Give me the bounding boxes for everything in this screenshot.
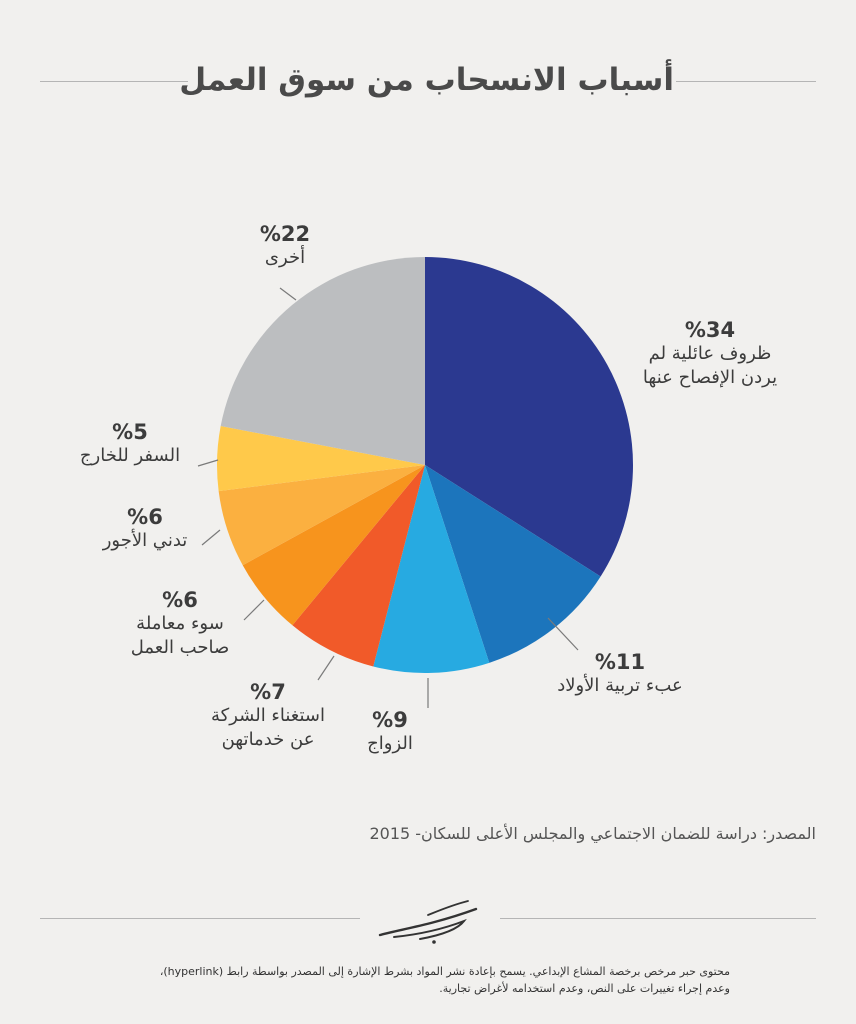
pie-slice [373,465,490,674]
slice-percent-label: %6 [127,505,163,529]
footer-divider-right [500,918,816,919]
title-row: أسباب الانسحاب من سوق العمل [0,56,856,106]
slice-name-label: تدني الأجور [102,530,188,551]
pie-slice [242,465,425,626]
slice-name-label: صاحب العمل [130,637,230,658]
slice-name-label: يردن الإفصاح عنها [642,367,778,388]
slice-label: %6 سوء معاملة صاحب العمل [110,588,250,660]
slice-percent-label: %22 [259,222,311,246]
slice-label: %34 ظروف عائلية لم يردن الإفصاح عنها [600,318,820,390]
slice-label: %22 أخرى [200,222,370,270]
slice-percent-label: %6 [162,588,198,612]
pie-slice [425,465,601,663]
slice-percent-label: %9 [372,708,408,732]
publisher-logo [378,900,478,944]
slice-name-label: استغناء الشركة [211,705,325,726]
pie-slice [220,256,425,465]
title-divider-left [40,81,188,82]
slice-percent-label: %7 [250,680,286,704]
slice-label: %6 تدني الأجور [80,505,210,553]
leader-line [201,529,221,546]
leader-line [243,599,265,621]
source-note: المصدر: دراسة للضمان الاجتماعي والمجلس ا… [369,824,816,843]
slice-percent-label: %11 [594,650,646,674]
license-line: محتوى حبر مرخص برخصة المشاع الإبداعي. يس… [159,965,730,978]
slice-name-label: عبء تربية الأولاد [557,675,683,696]
slice-name-label: أخرى [264,247,306,268]
license-line: وعدم إجراء تغييرات على النص، وعدم استخدا… [439,982,730,995]
slice-percent-label: %5 [112,420,148,444]
slice-label: %5 السفر للخارج [60,420,200,468]
footer-divider-left [40,918,360,919]
slice-label: %7 استغناء الشركة عن خدماتهن [198,680,338,752]
title-divider-right [676,81,816,82]
leader-line [547,617,579,651]
chart-title: أسباب الانسحاب من سوق العمل [179,62,674,98]
slice-name-label: سوء معاملة [136,613,224,634]
leader-line [279,287,297,301]
slice-name-label: السفر للخارج [79,445,181,466]
slice-percent-label: %34 [684,318,736,342]
pie-slice [292,465,425,667]
leader-line [317,655,335,681]
slice-name-label: الزواج [367,733,413,754]
pie-slice [425,257,633,577]
slice-label: %11 عبء تربية الأولاد [520,650,720,698]
slice-name-label: عن خدماتهن [221,729,315,750]
slice-name-label: ظروف عائلية لم [648,343,772,364]
leader-line [197,459,219,467]
pie-slice [218,465,425,566]
slice-label: %9 الزواج [330,708,450,756]
license-note: محتوى حبر مرخص برخصة المشاع الإبداعي. يس… [90,963,730,997]
pie-slice [216,426,425,492]
